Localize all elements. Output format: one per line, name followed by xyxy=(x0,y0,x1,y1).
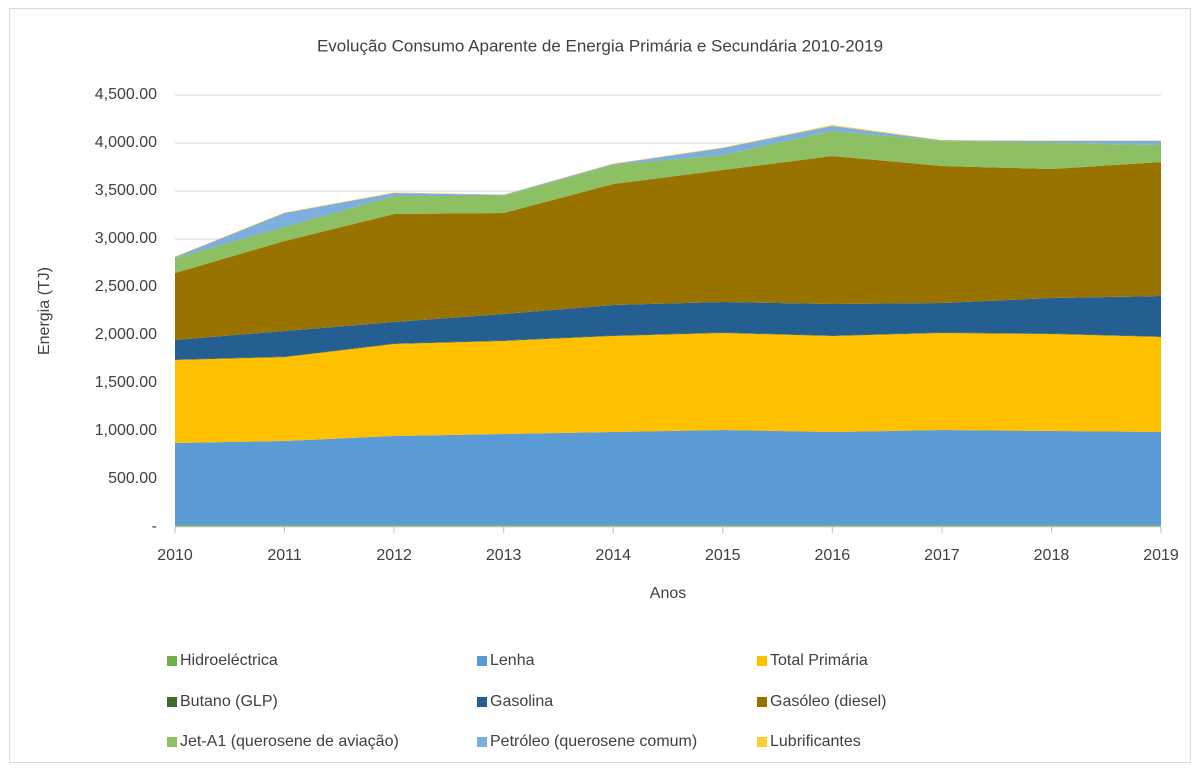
legend-label: Total Primária xyxy=(770,652,868,669)
x-tick-label: 2015 xyxy=(705,547,741,564)
legend-label: Lubrificantes xyxy=(770,733,861,750)
legend-swatch xyxy=(167,737,177,747)
legend-label: Petróleo (querosene comum) xyxy=(490,733,697,750)
x-tick-label: 2019 xyxy=(1143,547,1179,564)
area xyxy=(175,131,1161,273)
y-tick-label: 3,000.00 xyxy=(95,230,157,247)
y-tick-label: 4,500.00 xyxy=(95,86,157,103)
legend-swatch xyxy=(167,697,177,707)
y-tick-label: 3,500.00 xyxy=(95,182,157,199)
chart-title: Evolução Consumo Aparente de Energia Pri… xyxy=(317,36,883,55)
y-tick-label: - xyxy=(152,518,157,535)
x-tick-label: 2018 xyxy=(1034,547,1070,564)
legend-label: Jet-A1 (querosene de aviação) xyxy=(180,733,399,750)
legend-swatch xyxy=(167,656,177,666)
y-tick-label: 2,000.00 xyxy=(95,326,157,343)
x-tick-label: 2010 xyxy=(157,547,193,564)
legend-label: Gasolina xyxy=(490,693,553,710)
area xyxy=(175,430,1161,526)
x-tick-label: 2012 xyxy=(376,547,412,564)
x-tick-label: 2011 xyxy=(267,547,302,564)
y-tick-label: 500.00 xyxy=(108,470,157,487)
legend-swatch xyxy=(757,697,767,707)
y-tick-label: 4,000.00 xyxy=(95,134,157,151)
legend-label: Lenha xyxy=(490,652,535,669)
x-tick-label: 2013 xyxy=(486,547,522,564)
area xyxy=(175,332,1161,360)
y-tick-label: 1,500.00 xyxy=(95,374,157,391)
legend-swatch xyxy=(477,656,487,666)
x-tick-label: 2016 xyxy=(815,547,851,564)
area xyxy=(175,296,1161,360)
area xyxy=(175,332,1161,443)
legend-swatch xyxy=(477,697,487,707)
x-tick-label: 2017 xyxy=(924,547,960,564)
legend-swatch xyxy=(477,737,487,747)
legend-label: Butano (GLP) xyxy=(180,693,278,710)
legend-label: Gasóleo (diesel) xyxy=(770,693,887,710)
legend-swatch xyxy=(757,737,767,747)
legend-label: Hidroeléctrica xyxy=(180,652,278,669)
legend-swatch xyxy=(757,656,767,666)
y-tick-label: 2,500.00 xyxy=(95,278,157,295)
y-axis-label: Energia (TJ) xyxy=(36,267,53,355)
area xyxy=(175,155,1161,340)
x-tick-label: 2014 xyxy=(595,547,631,564)
x-axis-label: Anos xyxy=(650,585,686,602)
y-tick-label: 1,000.00 xyxy=(95,422,157,439)
